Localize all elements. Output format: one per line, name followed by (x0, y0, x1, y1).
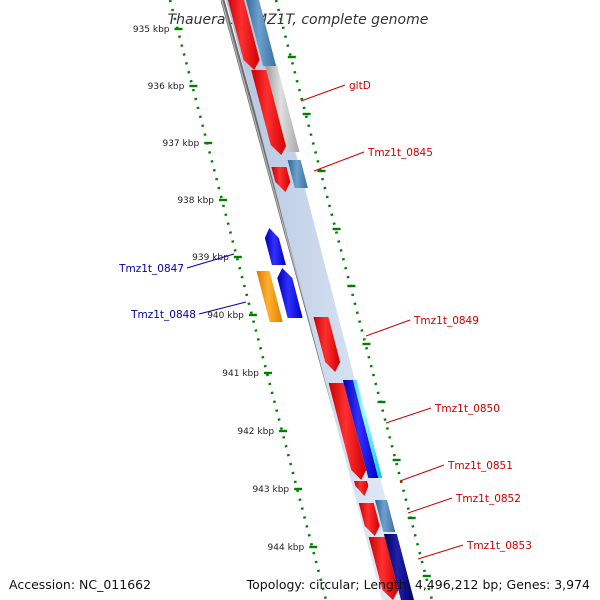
gene-label-tmz1t-0845: Tmz1t_0845 (367, 147, 433, 159)
gene-labels: gltD Tmz1t_0845 Tmz1t_0849 Tmz1t_0850 Tmz1t_… (118, 80, 532, 560)
gene-label-tmz1t-0849: Tmz1t_0849 (413, 315, 479, 327)
leader-line-tmz1t-0853 (417, 544, 464, 560)
steel-feature-0852 (375, 500, 396, 532)
navy-feature-0853 (383, 534, 414, 600)
forward-cds-arrow-0845 (271, 167, 291, 192)
tick-label-939-kbp: 939 kbp (192, 253, 229, 263)
tick-label-936-kbp: 936 kbp (148, 82, 185, 92)
forward-cds-arrow-0851 (354, 481, 369, 496)
tick-label-935-kbp: 935 kbp (133, 25, 170, 35)
gene-label-gltd: gltD (349, 80, 371, 92)
forward-cds-arrow-gltd (251, 70, 287, 155)
gene-label-tmz1t-0847: Tmz1t_0847 (118, 263, 184, 275)
tick-label-943-kbp: 943 kbp (252, 485, 289, 495)
topology-summary: Topology: circular; Length: 4,496,212 bp… (246, 577, 590, 592)
ruler-dotted-line (168, 0, 328, 600)
forward-cds-arrow-0852 (358, 503, 380, 536)
forward-cds-arrow-0850 (328, 383, 367, 480)
map-title: Thauera sp. MZ1T, complete genome (168, 12, 429, 28)
tick-label-938-kbp: 938 kbp (177, 196, 214, 206)
leader-line-tmz1t-0849 (365, 319, 411, 337)
forward-cds-arrow-0849 (313, 317, 341, 372)
steel-feature-0845 (287, 160, 308, 188)
tick-label-937-kbp: 937 kbp (162, 139, 199, 149)
gene-label-tmz1t-0848: Tmz1t_0848 (130, 309, 196, 321)
tick-label-944-kbp: 944 kbp (268, 543, 305, 553)
tick-label-941-kbp: 941 kbp (222, 369, 259, 379)
gene-label-tmz1t-0850: Tmz1t_0850 (434, 403, 500, 415)
gene-label-tmz1t-0852: Tmz1t_0852 (455, 493, 521, 505)
outer-dotted-line (274, 0, 434, 600)
tick-label-940-kbp: 940 kbp (207, 311, 244, 321)
forward-cds-arrow-1 (227, 0, 260, 70)
leader-line-tmz1t-0848 (198, 301, 247, 315)
forward-cds-arrow-0853 (368, 537, 399, 600)
leader-line-gltd (300, 84, 346, 102)
tick-label-942-kbp: 942 kbp (237, 427, 274, 437)
reverse-cds-arrow-0848 (277, 268, 303, 318)
accession-text: Accession: NC_011662 (9, 577, 152, 592)
leader-line-tmz1t-0847 (186, 253, 235, 269)
leader-line-tmz1t-0851 (399, 464, 445, 482)
gene-label-tmz1t-0853: Tmz1t_0853 (466, 540, 532, 552)
leader-line-tmz1t-0850 (385, 407, 432, 424)
blue-feature-0850 (342, 380, 379, 478)
leader-line-tmz1t-0852 (407, 497, 453, 514)
leader-line-tmz1t-0845 (313, 151, 365, 172)
gene-features (226, 0, 414, 600)
steel-feature-1 (245, 0, 277, 66)
grey-feature-gltd (265, 66, 300, 152)
ruler-ticks: 935 kbp 936 kbp 937 kbp 938 kbp 939 kbp 940 k… (133, 25, 431, 578)
reverse-cds-arrow-0847 (264, 228, 286, 265)
gene-label-tmz1t-0851: Tmz1t_0851 (447, 460, 513, 472)
orange-feature-0848 (256, 271, 283, 322)
